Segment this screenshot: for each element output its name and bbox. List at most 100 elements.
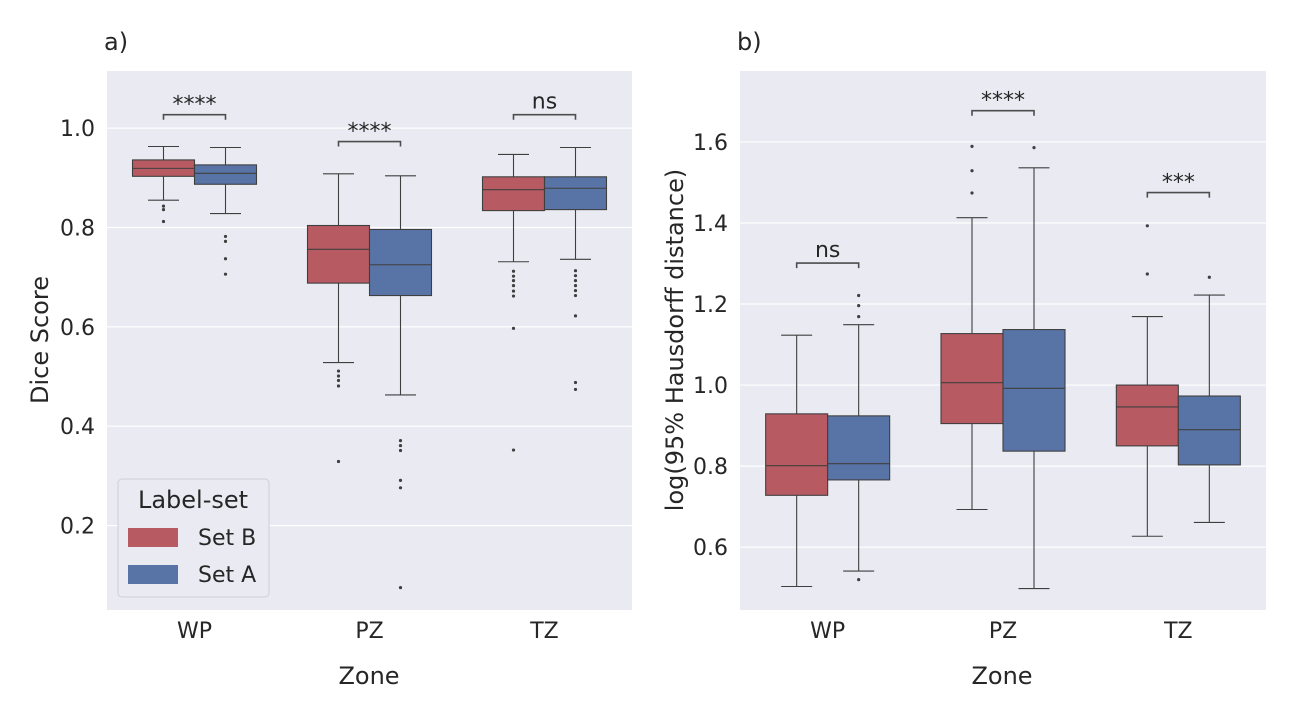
outlier-point [573, 380, 578, 385]
outlier-point [161, 208, 166, 212]
significance-bracket [795, 262, 860, 269]
outlier-point [970, 144, 974, 148]
significance-bracket [971, 109, 1035, 116]
outlier-point [511, 279, 516, 283]
significance-wp: **** [162, 93, 227, 120]
iqr-box [940, 333, 1004, 425]
y-tick-label: 1.4 [693, 212, 728, 237]
outlier-point [511, 289, 516, 293]
panel-label: b) [737, 28, 762, 56]
y-tick-label: 0.6 [693, 536, 728, 561]
y-tick-label: 1.6 [693, 131, 728, 156]
iqr-box [368, 228, 433, 297]
significance-pz: **** [337, 120, 402, 147]
outlier-point [336, 369, 341, 373]
outlier-point [398, 486, 403, 490]
outlier-point [336, 459, 341, 464]
box-pz-set-a [368, 175, 433, 590]
outlier-point [1207, 275, 1211, 279]
iqr-box [193, 164, 258, 185]
outlier-point [573, 387, 578, 392]
panel-b-hausdorff-distance: ns******* 0.60.81.01.21.41.6 WP PZ TZ b) l… [661, 28, 1266, 690]
outlier-point [857, 293, 861, 298]
iqr-box [481, 176, 546, 212]
box-pz-set-a [1002, 145, 1066, 590]
y-axis-label: Dice Score [26, 276, 54, 404]
outlier-point [398, 439, 403, 443]
outlier-point [573, 284, 578, 288]
x-tick-label-wp: WP [177, 619, 212, 644]
box-wp-set-a [827, 293, 891, 582]
y-tick-label: 0.6 [60, 316, 95, 341]
outlier-point [573, 293, 578, 298]
significance-label: ns [815, 238, 840, 263]
significance-label: **** [173, 93, 217, 118]
outlier-point [511, 269, 516, 273]
outlier-point [573, 269, 578, 273]
significance-label: **** [348, 120, 392, 145]
iqr-box [827, 415, 891, 481]
outlier-point [857, 304, 861, 308]
outlier-point [970, 191, 974, 195]
legend-swatch-set-a [128, 565, 178, 584]
outlier-point [1145, 272, 1149, 276]
box-tz-set-a [543, 146, 608, 392]
outlier-point [573, 274, 578, 278]
significance-bracket [512, 113, 577, 120]
outlier-point [573, 279, 578, 283]
outlier-point [398, 586, 403, 590]
outlier-point [857, 578, 861, 582]
x-tick-labels: WP PZ TZ [177, 619, 559, 644]
outlier-point [223, 257, 228, 261]
significance-tz: *** [1146, 171, 1211, 198]
y-tick-label: 1.2 [693, 293, 728, 318]
box-pz-set-b [940, 144, 1004, 511]
y-tick-label: 1.0 [693, 374, 728, 399]
outlier-point [161, 204, 166, 208]
outlier-point [398, 478, 403, 482]
iqr-box [306, 224, 371, 284]
box-wp-set-b [131, 145, 196, 224]
outlier-point [511, 326, 516, 330]
outlier-point [511, 448, 516, 452]
outlier-point [223, 234, 228, 239]
y-tick-labels: 0.2 0.4 0.6 0.8 1.0 [60, 117, 95, 539]
iqr-box [1002, 329, 1066, 452]
outlier-point [336, 378, 341, 383]
outlier-point [511, 284, 516, 288]
y-tick-label: 0.8 [60, 216, 95, 241]
legend-label-set-a: Set A [198, 563, 256, 588]
box-tz-set-a [1177, 275, 1241, 524]
outlier-point [336, 384, 341, 388]
significance-wp: ns [795, 238, 860, 269]
outlier-point [1032, 145, 1036, 150]
outlier-point [398, 448, 403, 453]
y-tick-label: 0.4 [60, 415, 95, 440]
outlier-point [336, 374, 341, 378]
x-tick-label-pz: PZ [355, 619, 383, 644]
outlier-point [223, 239, 228, 243]
x-tick-labels: WP PZ TZ [810, 619, 1192, 644]
significance-annotations: ns******* [795, 89, 1211, 269]
significance-tz: ns [512, 90, 577, 120]
y-tick-label: 1.0 [60, 117, 95, 142]
iqr-box [1177, 395, 1241, 466]
iqr-box [1115, 384, 1179, 447]
y-tick-label: 0.2 [60, 515, 95, 540]
outlier-point [161, 219, 166, 224]
y-tick-labels: 0.6 0.8 1.0 1.2 1.4 1.6 [693, 131, 728, 561]
x-axis-label: Zone [338, 662, 399, 690]
box-wp-set-b [765, 334, 829, 588]
significance-label: **** [981, 89, 1025, 114]
significance-bracket [162, 113, 227, 120]
x-tick-label-wp: WP [810, 619, 845, 644]
legend-label-set-b: Set B [198, 526, 256, 551]
panel-a-dice-score: **** **** ns 0.2 0.4 0.6 0.8 1.0 WP PZ TZ a) Dic… [26, 28, 632, 690]
significance-annotations: **** **** ns [162, 90, 577, 147]
outlier-point [970, 169, 974, 173]
outlier-point [511, 274, 516, 278]
outlier-point [1145, 224, 1149, 228]
box-marks [765, 144, 1241, 590]
legend-title: Label-set [138, 486, 248, 514]
